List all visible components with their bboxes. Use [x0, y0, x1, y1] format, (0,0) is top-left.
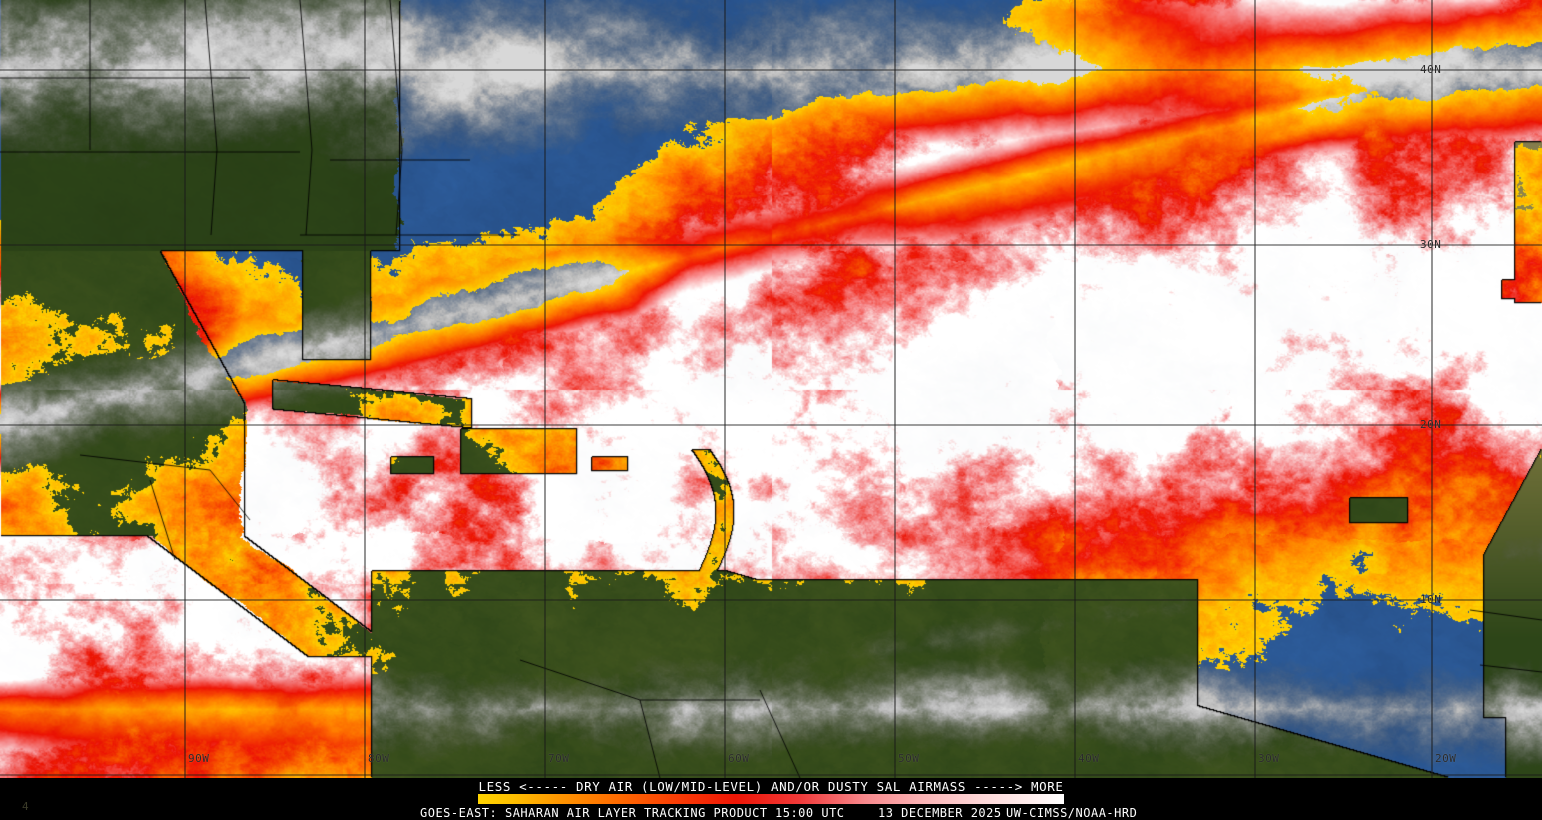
- sal-intensity-colorbar: [478, 794, 1064, 804]
- footer-credit-label: UW-CIMSS/NOAA-HRD: [1006, 806, 1138, 820]
- footer-date-label: 13 DECEMBER 2025: [878, 806, 1002, 820]
- footer-metadata-row: GOES-EAST: SAHARAN AIR LAYER TRACKING PR…: [0, 806, 1542, 820]
- legend-caption: LESS <----- DRY AIR (LOW/MID-LEVEL) AND/…: [478, 779, 1064, 794]
- footer-time-label: 15:00 UTC: [775, 806, 845, 820]
- footer-product-label: GOES-EAST: SAHARAN AIR LAYER TRACKING PR…: [420, 806, 768, 820]
- satellite-imagery-canvas[interactable]: [0, 0, 1542, 778]
- legend-banner: LESS <----- DRY AIR (LOW/MID-LEVEL) AND/…: [0, 778, 1542, 820]
- satellite-map[interactable]: 40N 30N 20N 10N 90W 80W 70W 60W 50W 40W 30W 20W: [0, 0, 1542, 778]
- corner-frame-number: 4: [22, 800, 29, 813]
